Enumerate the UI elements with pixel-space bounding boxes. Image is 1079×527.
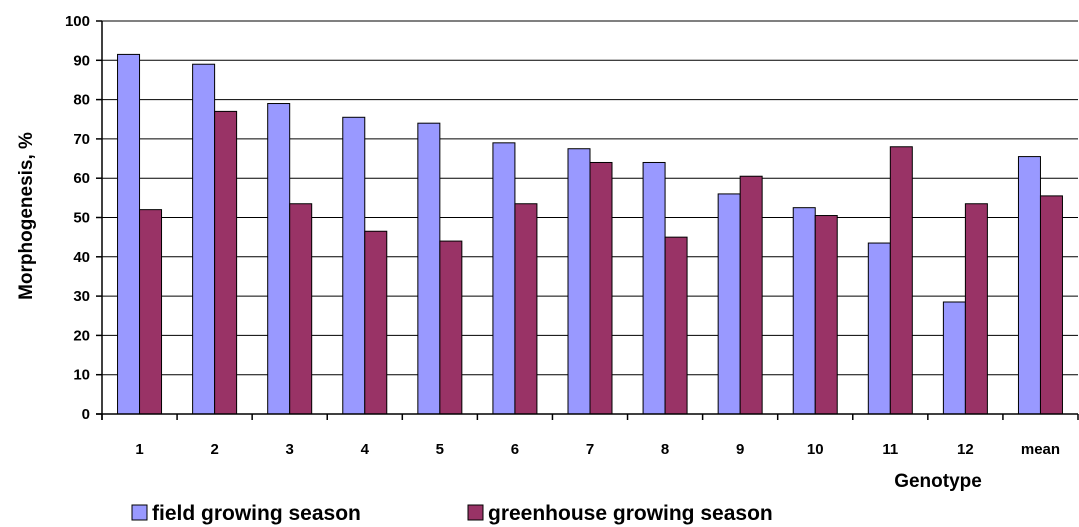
y-tick-label: 30: [73, 288, 90, 305]
bar-field-6: [492, 142, 516, 415]
bars: [117, 53, 1063, 415]
x-tick-label: 9: [736, 441, 744, 458]
x-tick-label: 5: [436, 441, 444, 458]
bar-field-12: [942, 301, 966, 415]
legend-label-field: field growing season: [152, 502, 361, 525]
bar-field-1: [117, 53, 141, 415]
bar-greenhouse-5: [439, 240, 463, 415]
x-tick-label: 4: [361, 441, 370, 458]
bar-field-11: [867, 242, 891, 415]
bar-field-9: [717, 193, 741, 415]
bar-field-5: [417, 122, 441, 415]
x-tick-label: 3: [286, 441, 294, 458]
bar-field-2: [192, 63, 216, 415]
y-tick-labels: 0 10 20 30 40 50 60 70 80 90 100: [65, 13, 90, 423]
bar-field-3: [267, 103, 291, 415]
x-tick-label: 11: [882, 441, 898, 458]
x-tick-label: 8: [661, 441, 669, 458]
y-tick-label: 40: [73, 249, 90, 266]
y-tick-label: 10: [73, 367, 90, 384]
bar-field-7: [567, 148, 591, 415]
legend: field growing season greenhouse growing s…: [131, 502, 773, 525]
bar-greenhouse-mean: [1039, 195, 1063, 415]
legend-swatch-field: [131, 504, 148, 521]
bar-greenhouse-10: [814, 215, 838, 415]
bar-greenhouse-9: [739, 175, 763, 415]
bar-greenhouse-1: [139, 209, 163, 415]
bar-field-10: [792, 207, 816, 415]
x-tick-label: mean: [1021, 441, 1060, 458]
bar-field-mean: [1017, 156, 1041, 415]
x-tick-labels: 1 2 3 4 5 6 7 8 9 10 11 12 mean: [135, 441, 1060, 458]
bar-greenhouse-6: [514, 203, 538, 415]
axes: [96, 20, 1079, 420]
y-tick-label: 60: [73, 170, 90, 187]
bar-greenhouse-2: [214, 110, 238, 415]
y-tick-label: 0: [82, 406, 90, 423]
bar-greenhouse-8: [664, 236, 688, 415]
x-tick-label: 6: [511, 441, 519, 458]
y-tick-label: 100: [65, 13, 90, 30]
y-tick-label: 20: [73, 327, 90, 344]
bar-greenhouse-4: [364, 230, 388, 415]
bar-greenhouse-11: [889, 146, 913, 415]
y-tick-label: 80: [73, 92, 90, 109]
x-tick-label: 1: [135, 441, 143, 458]
bar-greenhouse-12: [964, 203, 988, 415]
y-tick-label: 50: [73, 210, 90, 227]
x-tick-label: 12: [957, 441, 974, 458]
bar-greenhouse-7: [589, 161, 613, 415]
x-tick-label: 7: [586, 441, 594, 458]
y-axis-title: Morphogenesis, %: [16, 132, 37, 300]
x-tick-label: 2: [210, 441, 218, 458]
y-tick-label: 70: [73, 131, 90, 148]
legend-label-greenhouse: greenhouse growing season: [488, 502, 773, 525]
x-axis-title: Genotype: [894, 471, 982, 492]
y-tick-label: 90: [73, 52, 90, 69]
legend-swatch-greenhouse: [467, 504, 484, 521]
x-tick-label: 10: [807, 441, 824, 458]
bar-field-8: [642, 161, 666, 415]
bar-field-4: [342, 116, 366, 415]
bar-greenhouse-3: [289, 203, 313, 415]
